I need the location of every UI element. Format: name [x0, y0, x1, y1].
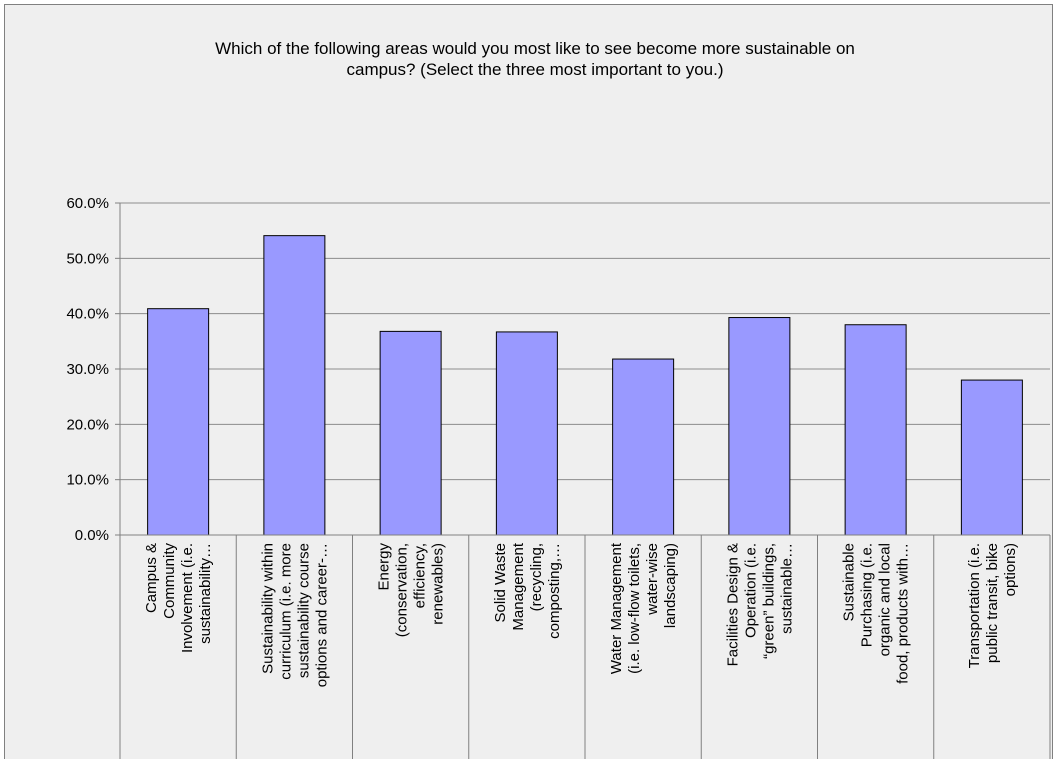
category-label: “green” buildings,	[760, 543, 777, 659]
bar	[379, 330, 442, 536]
chart-title-line-2: campus? (Select the three most important…	[346, 60, 724, 79]
y-tick-label: 10.0%	[66, 472, 109, 489]
category-label: water-wise	[644, 543, 661, 616]
y-tick-label: 50.0%	[66, 250, 109, 267]
category-label: sustainability…	[197, 543, 214, 644]
category-label: Sustainable	[841, 543, 858, 621]
category-label: (i.e. low-flow toilets,	[626, 543, 643, 674]
category-label: Sustainability within	[259, 543, 276, 674]
category-label: (conservation,	[394, 543, 411, 637]
category-label: Solid Waste	[492, 543, 509, 622]
category-label: renewables)	[430, 543, 447, 625]
bar	[495, 331, 558, 536]
bar	[728, 317, 791, 536]
bar	[960, 379, 1023, 536]
chart-area: Which of the following areas would you m…	[4, 4, 1053, 759]
bar	[844, 324, 907, 536]
category-label: sustainability course	[295, 543, 312, 678]
category-label: Involvement (i.e.	[179, 543, 196, 653]
category-label: options)	[1002, 543, 1019, 596]
chart-title-line-1: Which of the following areas would you m…	[215, 39, 855, 58]
bar-chart: 60.0% 50.0% 40.0% 30.0% 20.0% 10.0% 0.0% Campus…	[66, 195, 1051, 759]
category-label: Transportation (i.e.	[966, 543, 983, 668]
category-label: curriculum (i.e. more	[277, 543, 294, 680]
category-label: Operation (i.e.	[742, 543, 759, 638]
category-label: public transit, bike	[984, 543, 1001, 663]
category-label: efficiency,	[412, 543, 429, 608]
category-label: composting,…	[546, 543, 563, 639]
y-tick-label: 30.0%	[66, 361, 109, 378]
category-label: food, products with…	[895, 543, 912, 684]
category-label: organic and local	[877, 543, 894, 656]
category-label: Energy	[376, 543, 393, 591]
category-label: Purchasing (i.e.	[859, 543, 876, 647]
bar	[147, 308, 210, 536]
category-label: (recycling,	[528, 543, 545, 611]
bar	[612, 358, 675, 536]
category-label: Campus &	[143, 543, 160, 613]
category-label: Facilities Design &	[724, 543, 741, 666]
y-tick-label: 60.0%	[66, 195, 109, 212]
category-label: Water Management	[608, 542, 625, 674]
category-label: options and career-…	[313, 543, 330, 687]
y-tick-label: 20.0%	[66, 416, 109, 433]
category-label: Management	[510, 542, 527, 630]
bar	[263, 235, 326, 536]
category-label: landscaping)	[662, 543, 679, 628]
category-label: sustainable…	[778, 543, 795, 634]
chart-title: Which of the following areas would you m…	[45, 38, 1025, 80]
y-tick-label: 40.0%	[66, 306, 109, 323]
category-label: Community	[161, 543, 178, 619]
y-tick-label: 0.0%	[75, 527, 109, 544]
